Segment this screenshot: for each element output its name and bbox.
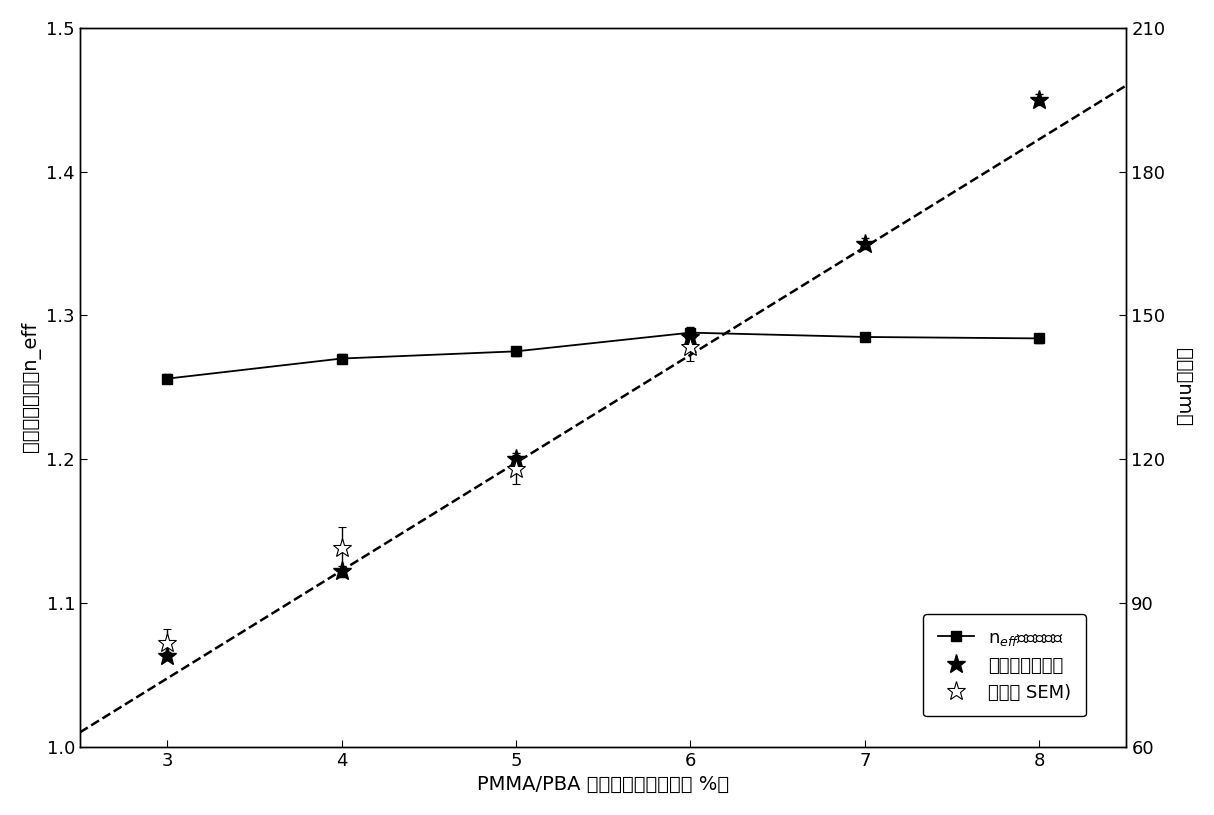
Legend: n$_{eff}$（椅偶局）, 膜厚（椅偶局）, 膜厚（ SEM): n$_{eff}$（椅偶局）, 膜厚（椅偶局）, 膜厚（ SEM) xyxy=(924,615,1087,716)
Y-axis label: 有效折光指数，n_eff: 有效折光指数，n_eff xyxy=(21,322,41,452)
X-axis label: PMMA/PBA 混合乳液的含固量（ %）: PMMA/PBA 混合乳液的含固量（ %） xyxy=(477,775,730,794)
Y-axis label: 膜厚（nm）: 膜厚（nm） xyxy=(1174,348,1193,426)
